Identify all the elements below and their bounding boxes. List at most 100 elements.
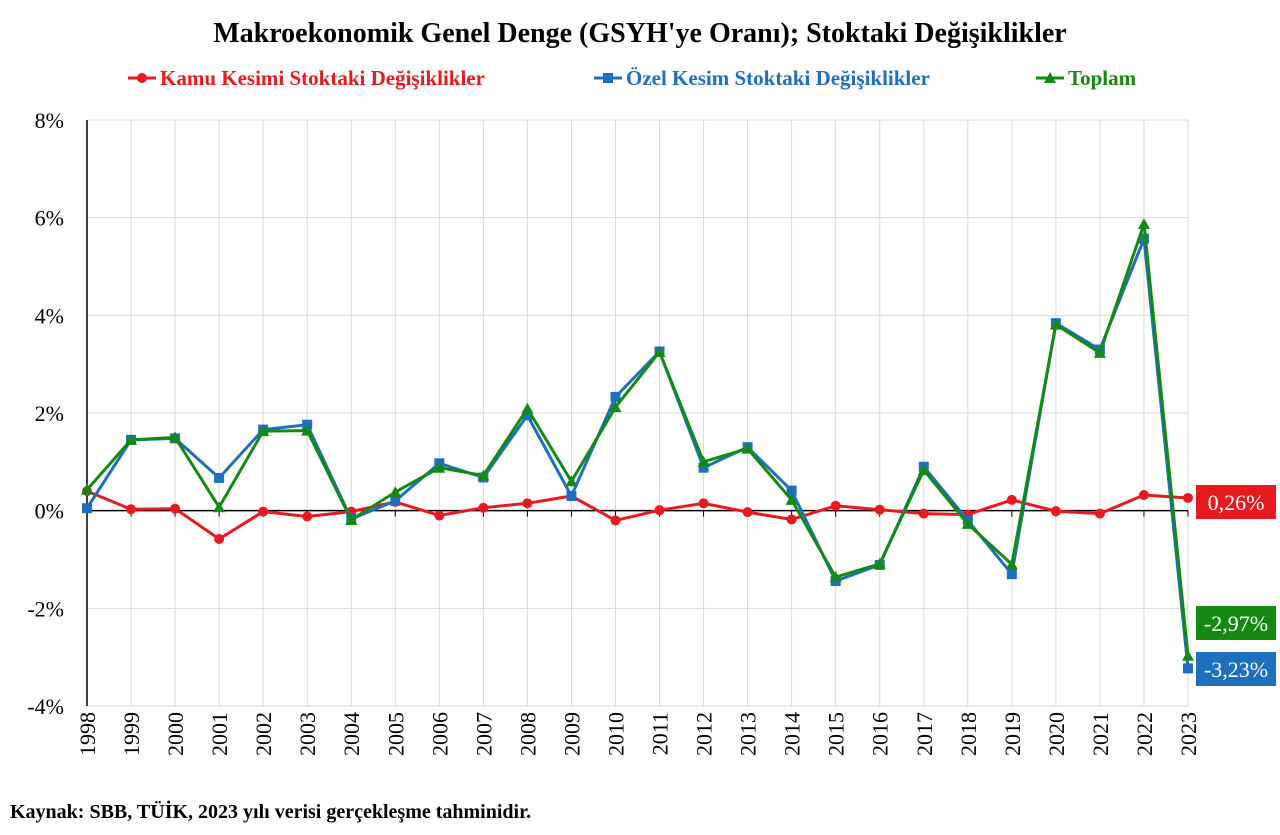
point-kamu — [654, 505, 665, 516]
series-line-kamu — [86, 489, 1189, 541]
point-kamu — [786, 514, 797, 525]
point-toplam — [213, 501, 226, 513]
legend-item-toplam: Toplam — [1036, 66, 1137, 90]
point-kamu — [1006, 494, 1017, 505]
point-toplam — [741, 442, 754, 454]
point-ozel — [1006, 569, 1017, 580]
point-ozel — [698, 462, 709, 473]
x-tick-label: 2007 — [471, 712, 496, 756]
point-toplam — [169, 431, 182, 443]
point-ozel — [610, 391, 621, 402]
point-kamu — [126, 504, 137, 515]
point-toplam — [873, 557, 886, 569]
x-tick-label: 2005 — [383, 712, 408, 756]
point-toplam — [917, 464, 930, 476]
point-toplam — [521, 402, 534, 414]
point-kamu — [1138, 490, 1149, 501]
point-kamu — [302, 511, 313, 522]
x-tick-label: 2023 — [1176, 712, 1201, 756]
point-kamu — [214, 533, 225, 544]
point-toplam — [389, 486, 402, 498]
x-tick-label: 1999 — [119, 712, 144, 756]
point-kamu — [742, 507, 753, 518]
legend-marker-ozel — [603, 73, 613, 83]
point-toplam — [653, 345, 666, 357]
point-toplam — [301, 424, 314, 436]
y-tick-label: -2% — [27, 596, 64, 621]
point-toplam — [1182, 649, 1194, 661]
legend-label-ozel: Özel Kesim Stoktaki Değişiklikler — [626, 66, 930, 90]
point-toplam — [433, 461, 446, 473]
x-axis-ticks: 1998 1999 2000 2001 2002 2003 2004 2005 2006 2007… — [75, 712, 1201, 756]
point-ozel — [82, 503, 92, 514]
x-tick-label: 2009 — [559, 712, 584, 756]
gridlines — [87, 119, 1189, 707]
point-kamu — [522, 498, 533, 509]
x-tick-label: 2013 — [736, 712, 761, 756]
end-label-value: 0,26% — [1208, 490, 1265, 515]
legend-item-ozel: Özel Kesim Stoktaki Değişiklikler — [594, 66, 930, 90]
x-tick-label: 2000 — [163, 712, 188, 756]
end-labels: 0,26% -3,23% -2,97% — [1196, 485, 1276, 686]
point-ozel — [214, 472, 225, 483]
x-tick-label: 2017 — [912, 712, 937, 756]
point-toplam — [1049, 318, 1062, 330]
y-axis-ticks: 8% 6% 4% 2% 0% -2% -4% — [27, 108, 64, 719]
point-kamu — [610, 515, 621, 526]
point-ozel — [1183, 663, 1193, 674]
x-tick-label: 2008 — [515, 712, 540, 756]
point-kamu — [874, 504, 885, 515]
x-tick-label: 2014 — [780, 712, 805, 756]
x-tick-label: 2011 — [648, 712, 673, 755]
x-tick-label: 2002 — [251, 712, 276, 756]
y-tick-label: 4% — [35, 303, 64, 328]
legend-label-kamu: Kamu Kesimi Stoktaki Değişiklikler — [160, 66, 485, 90]
end-label-value: -2,97% — [1204, 611, 1268, 636]
point-kamu — [918, 508, 929, 519]
y-tick-label: -4% — [27, 694, 64, 719]
point-kamu — [170, 503, 181, 514]
point-ozel — [566, 491, 577, 502]
point-toplam — [1093, 346, 1106, 358]
y-tick-label: 2% — [35, 401, 64, 426]
end-label-toplam: -2,97% — [1196, 606, 1276, 640]
point-toplam — [829, 571, 842, 583]
x-tick-label: 2004 — [339, 712, 364, 756]
end-label-box — [1196, 485, 1276, 519]
source-note: Kaynak: SBB, TÜİK, 2023 yılı verisi gerç… — [10, 799, 531, 823]
x-tick-label: 2021 — [1088, 712, 1113, 756]
point-toplam — [565, 475, 578, 487]
point-toplam — [1137, 218, 1150, 230]
y-tick-label: 6% — [35, 206, 64, 231]
point-ozel — [522, 410, 533, 421]
point-kamu — [830, 500, 841, 511]
x-tick-label: 2015 — [824, 712, 849, 756]
end-label-ozel: -3,23% — [1196, 652, 1276, 686]
point-ozel — [390, 495, 401, 506]
end-label-box — [1196, 606, 1276, 640]
legend-item-kamu: Kamu Kesimi Stoktaki Değişiklikler — [128, 66, 485, 90]
point-toplam — [1005, 558, 1018, 570]
x-tick-label: 2001 — [207, 712, 232, 756]
legend-marker-toplam — [1044, 72, 1056, 83]
point-kamu — [1050, 506, 1061, 517]
point-toplam — [125, 433, 138, 445]
x-tick-label: 2018 — [956, 712, 981, 756]
y-tick-label: 8% — [35, 108, 64, 133]
series-line-toplam — [85, 222, 1190, 656]
point-toplam — [785, 493, 798, 505]
point-toplam — [345, 513, 358, 525]
x-tick-label: 2020 — [1044, 712, 1069, 756]
chart-title: Makroekonomik Genel Denge (GSYH'ye Oranı… — [213, 18, 1066, 49]
point-toplam — [477, 469, 490, 481]
x-tick-label: 2022 — [1132, 712, 1157, 756]
x-tick-label: 2003 — [295, 712, 320, 756]
point-ozel — [786, 485, 797, 496]
point-kamu — [1094, 508, 1105, 519]
x-tick-label: 2010 — [603, 712, 628, 756]
x-tick-label: 1998 — [75, 712, 100, 756]
x-tick-label: 2006 — [427, 712, 452, 756]
x-tick-label: 2016 — [868, 712, 893, 756]
end-label-box — [1196, 652, 1276, 686]
